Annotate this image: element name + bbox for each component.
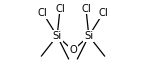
Text: Cl: Cl xyxy=(81,4,91,14)
Text: O: O xyxy=(69,45,77,55)
Text: Cl: Cl xyxy=(38,8,48,18)
Text: Si: Si xyxy=(53,31,62,41)
Text: Cl: Cl xyxy=(98,8,108,18)
Text: Si: Si xyxy=(84,31,93,41)
Text: Cl: Cl xyxy=(55,4,65,14)
